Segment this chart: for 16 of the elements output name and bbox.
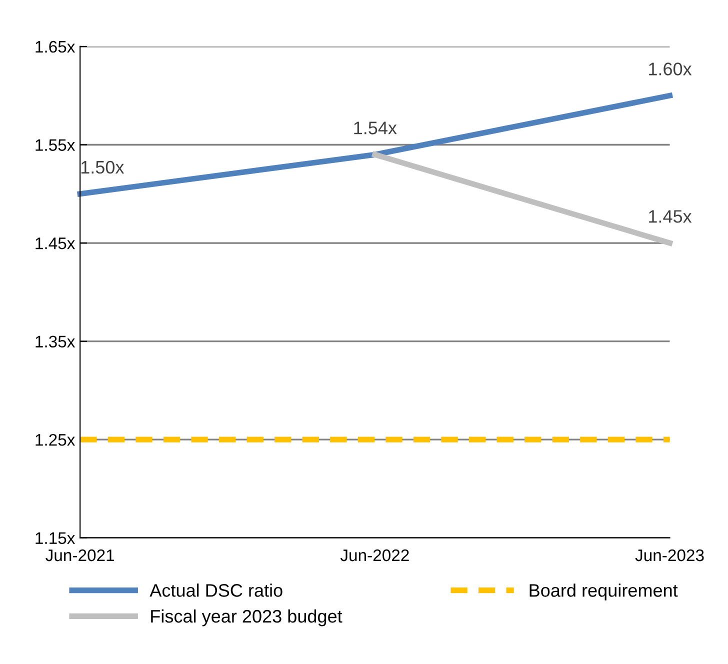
data-label: 1.50x <box>81 160 124 174</box>
data-label: 1.45x <box>649 210 692 223</box>
y-tick-label: 1.15x <box>36 532 76 544</box>
data-label: 1.60x <box>649 62 692 76</box>
legend-label: Actual DSC ratio <box>150 584 282 597</box>
y-tick-label: 1.55x <box>36 139 76 151</box>
legend-label: Board requirement <box>530 584 678 600</box>
x-tick-label: Jun-2022 <box>340 549 409 562</box>
y-tick-label: 1.65x <box>36 40 76 53</box>
y-tick-label: 1.45x <box>36 238 76 250</box>
x-tick-label: Jun-2023 <box>635 549 704 562</box>
y-tick-label: 1.25x <box>36 434 76 446</box>
y-tick-label: 1.35x <box>36 336 76 348</box>
legend-label: Fiscal year 2023 budget <box>151 609 342 626</box>
data-label: 1.54x <box>354 122 397 134</box>
x-tick-label: Jun-2021 <box>46 549 114 562</box>
